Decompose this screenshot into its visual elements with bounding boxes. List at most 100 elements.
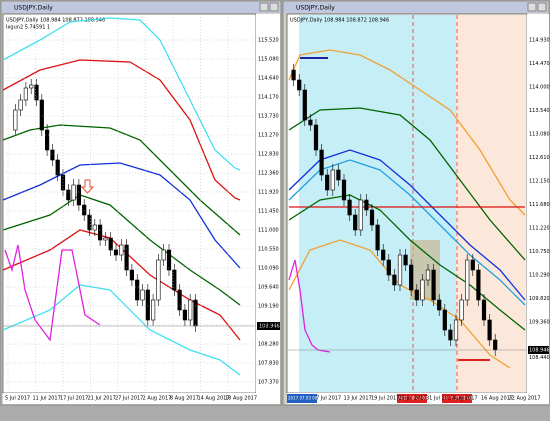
candle bbox=[302, 89, 307, 121]
price-label: 111.450 bbox=[258, 209, 279, 215]
date-label: Aug 2017 bbox=[454, 396, 478, 402]
close-button[interactable] bbox=[537, 2, 547, 12]
candle bbox=[44, 129, 50, 151]
candle bbox=[177, 289, 182, 311]
candle bbox=[381, 249, 386, 261]
maximize-button[interactable] bbox=[527, 2, 537, 12]
candle bbox=[313, 124, 319, 151]
close-button[interactable] bbox=[269, 2, 279, 12]
price-label: 109.360 bbox=[529, 320, 550, 326]
candle bbox=[308, 119, 313, 126]
price-label: 111.220 bbox=[529, 226, 550, 232]
left-indicator: Ixgun2 5.74591 1 bbox=[6, 25, 50, 31]
candle bbox=[448, 329, 453, 341]
candle bbox=[325, 174, 330, 191]
date-label: 16 Aug 2017 bbox=[481, 396, 513, 402]
date-label: 27 Jul 2017 bbox=[115, 396, 143, 402]
date-label: 31 Jul 2017 bbox=[426, 396, 454, 402]
date-label: 14 Aug 2017 bbox=[198, 396, 230, 402]
candle bbox=[414, 289, 419, 301]
left-titlebar bbox=[2, 2, 280, 13]
right-current-price: 108.946 bbox=[529, 348, 550, 354]
left-candles bbox=[13, 79, 198, 332]
price-label: 109.820 bbox=[529, 296, 550, 302]
candle bbox=[336, 169, 341, 181]
candle bbox=[124, 244, 129, 271]
candle bbox=[145, 289, 150, 321]
price-label: 111.680 bbox=[529, 202, 550, 208]
candle bbox=[369, 209, 375, 226]
date-label: 17 Jul 2017 bbox=[60, 396, 88, 402]
candle bbox=[18, 99, 23, 111]
date-label: 7 Jul 2017 bbox=[316, 396, 341, 402]
maximize-button[interactable] bbox=[259, 2, 269, 12]
price-label: 114.640 bbox=[258, 76, 279, 82]
candle bbox=[182, 309, 188, 321]
price-label: 109.640 bbox=[258, 285, 279, 291]
right-indicators bbox=[288, 49, 526, 369]
price-label: 110.290 bbox=[529, 273, 550, 279]
marker-label: 2017.07.03 00:00 bbox=[288, 396, 324, 401]
price-label: 110.090 bbox=[258, 266, 279, 272]
date-label: 11 Jul 2017 bbox=[33, 396, 61, 402]
price-label: 109.190 bbox=[258, 304, 279, 310]
candle bbox=[66, 189, 71, 201]
candle bbox=[135, 279, 140, 301]
candle bbox=[23, 87, 29, 101]
price-label: 115.080 bbox=[258, 57, 279, 63]
candle bbox=[330, 169, 335, 191]
right-candles bbox=[291, 64, 498, 356]
candle bbox=[470, 259, 475, 271]
candle bbox=[39, 99, 44, 131]
candle bbox=[459, 299, 464, 321]
price-label: 110.550 bbox=[258, 247, 279, 253]
date-label: 13 Jul 2017 bbox=[344, 396, 372, 402]
price-label: 113.080 bbox=[529, 132, 550, 138]
left-current-price: 108.946 bbox=[259, 324, 280, 330]
marker-badge bbox=[397, 394, 427, 403]
candle bbox=[166, 249, 172, 271]
candle bbox=[188, 299, 193, 321]
price-label: 108.730 bbox=[258, 323, 279, 329]
price-label: 107.370 bbox=[258, 380, 279, 386]
candle bbox=[487, 319, 492, 341]
left-current-badge bbox=[257, 322, 280, 330]
price-label: 114.170 bbox=[258, 95, 279, 101]
price-label: 108.440 bbox=[529, 355, 550, 361]
candle bbox=[403, 254, 408, 266]
price-label: 111.000 bbox=[258, 228, 279, 234]
candle bbox=[140, 289, 145, 301]
left-title: USDJPY,Daily bbox=[14, 5, 53, 12]
candle bbox=[108, 237, 113, 251]
right-price-axis bbox=[527, 14, 549, 393]
candle bbox=[409, 264, 414, 291]
marker-badge bbox=[442, 394, 472, 403]
candle bbox=[493, 339, 498, 351]
candle bbox=[481, 299, 487, 321]
marker-badge bbox=[287, 394, 317, 403]
date-label: 2 Aug 2017 bbox=[143, 396, 172, 402]
price-label: 113.270 bbox=[258, 133, 279, 139]
price-label: 111.920 bbox=[258, 190, 279, 196]
candle bbox=[347, 199, 352, 216]
candle bbox=[297, 79, 302, 91]
candle bbox=[129, 269, 135, 281]
candle bbox=[13, 109, 18, 131]
candle bbox=[119, 244, 124, 256]
date-label: 21 Jul 2017 bbox=[88, 396, 116, 402]
price-label: 108.280 bbox=[258, 342, 279, 348]
price-label: 110.750 bbox=[529, 249, 550, 255]
candle bbox=[34, 84, 39, 101]
candle bbox=[476, 269, 481, 301]
candle bbox=[319, 149, 324, 176]
candle bbox=[82, 204, 87, 216]
candle bbox=[341, 179, 347, 201]
candle bbox=[420, 279, 425, 301]
price-label: 114.930 bbox=[529, 38, 550, 44]
candle bbox=[291, 69, 296, 81]
right-info: USDJPY,Daily 108.984 108.872 108.946 bbox=[290, 18, 389, 24]
date-label: 18 Aug 2017 bbox=[225, 396, 257, 402]
price-label: 112.150 bbox=[529, 179, 550, 185]
candle bbox=[113, 249, 119, 256]
